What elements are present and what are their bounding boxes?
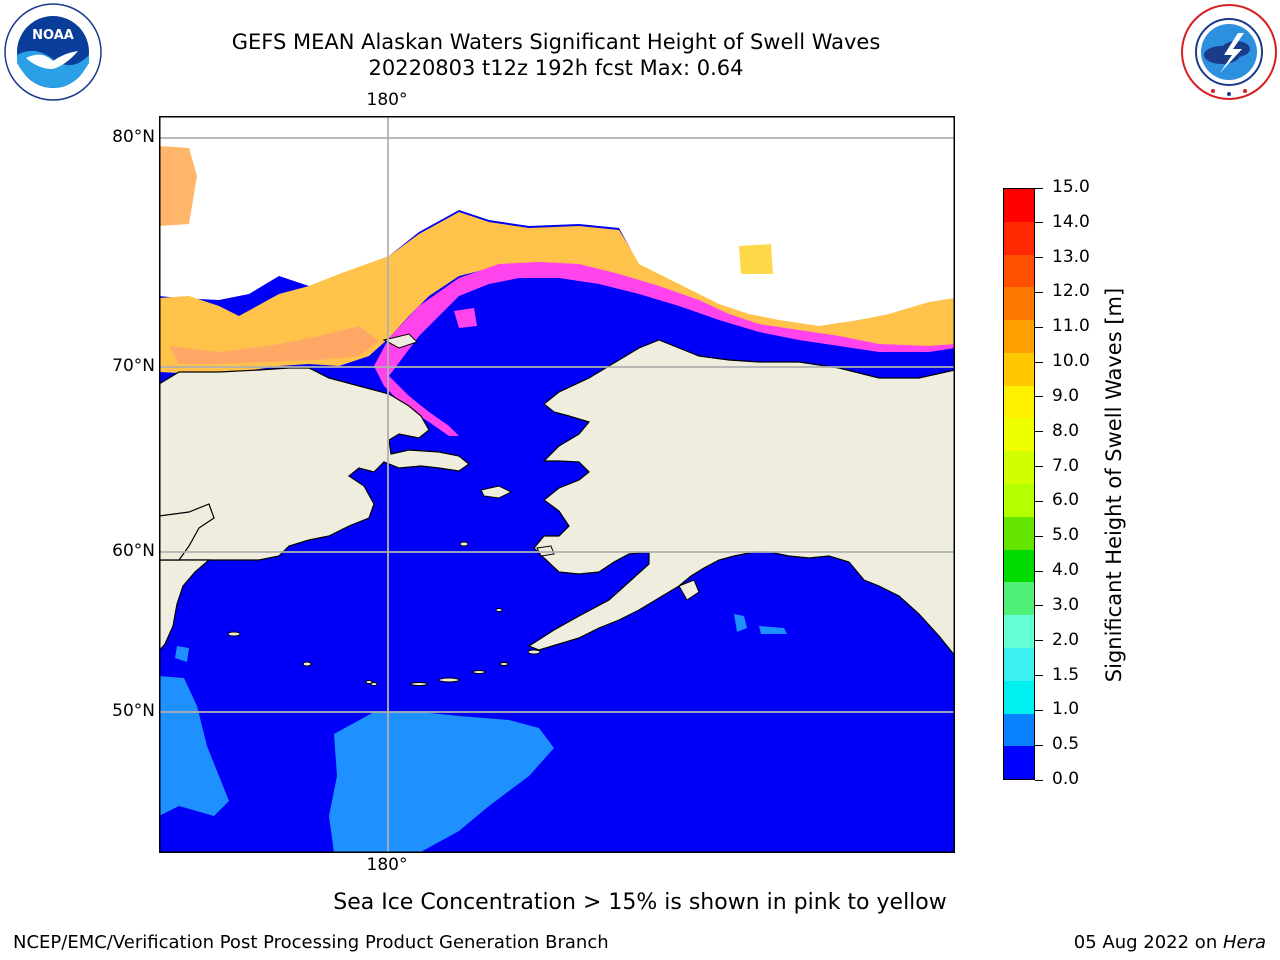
- colorbar-swatch: [1004, 484, 1034, 517]
- colorbar-tick-mark: [1035, 396, 1043, 398]
- colorbar-tick-label: 5.0: [1052, 525, 1080, 546]
- colorbar-tick-mark: [1035, 709, 1043, 711]
- colorbar-tick-label: 12.0: [1052, 281, 1090, 302]
- ice-yellow-small: [739, 244, 773, 274]
- colorbar-swatch: [1004, 516, 1034, 550]
- credit-text: NCEP/EMC/Verification Post Processing Pr…: [13, 932, 609, 953]
- colorbar-tick-mark: [1035, 431, 1043, 433]
- ice-pink-edge: [374, 262, 955, 436]
- colorbar-swatch: [1004, 221, 1034, 255]
- lon-label-top: 180°: [366, 90, 408, 110]
- svg-text:NOAA: NOAA: [32, 28, 74, 43]
- colorbar-swatch: [1004, 451, 1034, 485]
- lat-label-70n: 70°N: [112, 356, 155, 376]
- colorbar-tick-label: 9.0: [1052, 385, 1080, 406]
- lat-label-80n: 80°N: [112, 127, 155, 147]
- land-russia-lower: [158, 503, 215, 561]
- colorbar-tick-mark: [1035, 291, 1043, 293]
- chart-title: GEFS MEAN Alaskan Waters Significant Hei…: [231, 30, 881, 54]
- noaa-logo: NOAA: [4, 3, 102, 101]
- colorbar-tick-label: 8.0: [1052, 420, 1080, 441]
- colorbar-swatch: [1004, 582, 1034, 616]
- colorbar-tick-mark: [1035, 257, 1043, 259]
- colorbar-tick-label: 14.0: [1052, 211, 1090, 232]
- colorbar-swatch: [1004, 418, 1034, 452]
- lat-label-60n: 60°N: [112, 541, 155, 561]
- land-st-lawrence: [480, 485, 513, 499]
- colorbar-label: Significant Height of Swell Waves [m]: [1102, 287, 1126, 683]
- land-nunivak: [536, 545, 555, 557]
- chart-subtitle: 20220803 t12z 192h fcst Max: 0.64: [368, 56, 744, 80]
- colorbar-tick-mark: [1035, 326, 1043, 328]
- colorbar-tick-label: 13.0: [1052, 246, 1090, 267]
- swell-patch-west: [159, 676, 229, 816]
- land-russia: [158, 367, 471, 561]
- colorbar-swatch: [1004, 189, 1034, 222]
- sea-ice-note: Sea Ice Concentration > 15% is shown in …: [333, 890, 947, 915]
- colorbar-swatch: [1004, 254, 1034, 288]
- colorbar-tick-mark: [1035, 361, 1043, 363]
- swell-patch-central: [329, 712, 554, 853]
- colorbar-tick-mark: [1035, 640, 1043, 642]
- colorbar-tick-label: 11.0: [1052, 316, 1090, 337]
- machine-name: Hera: [1222, 932, 1266, 953]
- colorbar-swatch: [1004, 352, 1034, 386]
- colorbar-tick-mark: [1035, 744, 1043, 746]
- colorbar-tick-mark: [1035, 570, 1043, 572]
- land-wrangel: [382, 333, 418, 349]
- ice-white-area: [159, 116, 955, 328]
- colorbar-swatch: [1004, 746, 1034, 780]
- aleutian-islands: [227, 541, 541, 686]
- colorbar-swatch: [1004, 647, 1034, 681]
- colorbar-tick-mark: [1035, 466, 1043, 468]
- colorbar-tick-label: 7.0: [1052, 455, 1080, 476]
- colorbar-tick-mark: [1035, 535, 1043, 537]
- ice-pink-patch: [454, 308, 477, 328]
- land-kamchatka: [158, 559, 211, 653]
- colorbar: [1003, 188, 1035, 780]
- colorbar-tick-mark: [1035, 500, 1043, 502]
- colorbar-swatch: [1004, 680, 1034, 714]
- colorbar-tick-mark: [1035, 605, 1043, 607]
- colorbar-tick-label: 2.0: [1052, 629, 1080, 650]
- land-alaska: [527, 339, 956, 658]
- nws-logo: [1180, 3, 1278, 101]
- lon-label-bottom: 180°: [366, 855, 408, 875]
- map-gridlines: [159, 116, 955, 853]
- run-date: 05 Aug 2022 on Hera: [1073, 932, 1266, 953]
- colorbar-tick-label: 1.5: [1052, 664, 1080, 685]
- colorbar-swatch: [1004, 549, 1034, 583]
- map-frame: [158, 116, 956, 853]
- colorbar-swatch: [1004, 320, 1034, 353]
- colorbar-tick-label: 3.0: [1052, 594, 1080, 615]
- land-kodiak: [678, 579, 700, 601]
- colorbar-swatch: [1004, 287, 1034, 321]
- swell-patch-small1: [734, 614, 747, 632]
- colorbar-tick-label: 15.0: [1052, 177, 1090, 197]
- colorbar-tick-label: 10.0: [1052, 351, 1090, 372]
- colorbar-tick-label: 0.5: [1052, 734, 1080, 755]
- colorbar-tick-mark: [1035, 779, 1043, 781]
- colorbar-tick-mark: [1035, 187, 1043, 189]
- colorbar-swatch: [1004, 385, 1034, 419]
- lat-label-50n: 50°N: [112, 701, 155, 721]
- colorbar-tick-label: 6.0: [1052, 490, 1080, 511]
- colorbar-tick-mark: [1035, 675, 1043, 677]
- colorbar-swatch: [1004, 713, 1034, 747]
- colorbar-tick-mark: [1035, 222, 1043, 224]
- swell-patch-small2: [759, 626, 787, 634]
- colorbar-tick-label: 1.0: [1052, 699, 1080, 720]
- colorbar-tick-label: 0.0: [1052, 769, 1080, 789]
- ice-orange-patches: [169, 326, 379, 364]
- colorbar-swatch: [1004, 615, 1034, 648]
- swell-patch-small3: [175, 646, 189, 662]
- ice-left-edge: [159, 146, 197, 226]
- colorbar-tick-label: 4.0: [1052, 560, 1080, 581]
